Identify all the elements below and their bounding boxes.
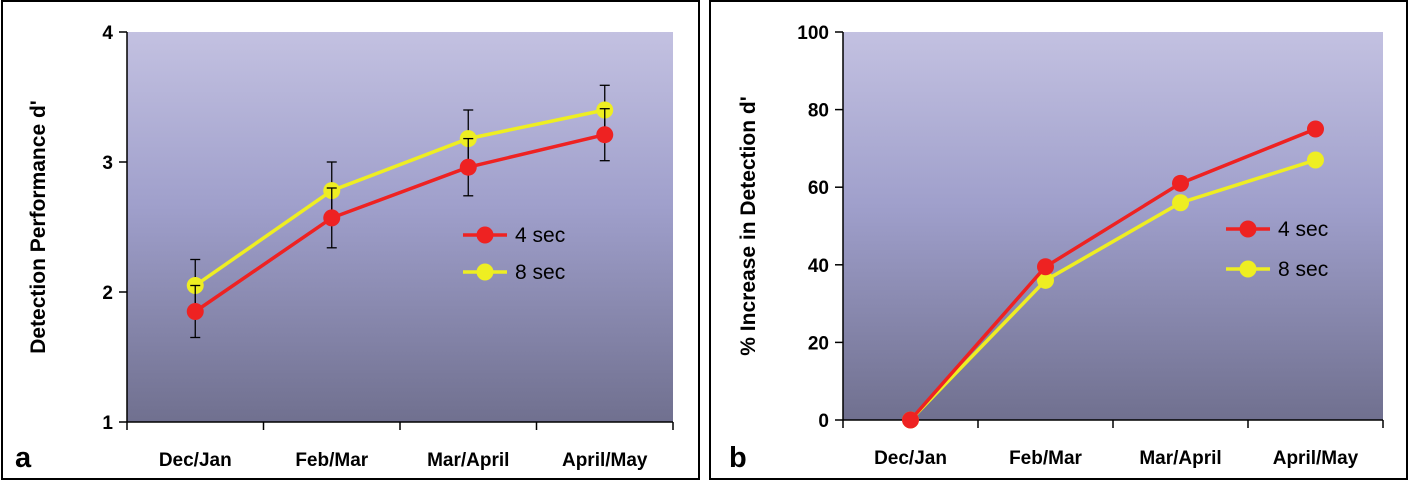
data-point [323,209,341,227]
data-point [1307,151,1324,169]
y-axis-label: Detection Performance d' [27,100,50,354]
x-tick-label: Feb/Mar [295,450,368,471]
y-tick-label: 60 [808,178,829,199]
legend-marker [476,226,494,244]
data-point [1037,258,1054,276]
legend-item: 8 sec [463,261,565,284]
y-tick-label: 4 [102,23,113,44]
x-tick-label: Dec/Jan [874,448,947,469]
data-point [459,158,477,176]
y-tick-label: 20 [808,333,829,354]
data-point [1307,120,1324,138]
data-point [902,411,919,429]
x-tick-label: Mar/April [1139,448,1221,469]
y-axis-label: % Increase in Detection d' [737,96,760,355]
series-line [194,108,606,287]
legend-label: 8 sec [515,261,565,284]
legend-marker [1239,260,1257,278]
x-tick-label: Mar/April [427,450,509,471]
legend-item: 4 sec [1226,218,1328,241]
legend-item: 8 sec [1226,258,1328,281]
y-tick-label: 3 [102,153,113,174]
y-tick-label: 1 [102,413,113,434]
y-tick-label: 0 [818,411,829,432]
x-tick-label: Feb/Mar [1009,448,1082,469]
legend-marker [1239,220,1257,238]
x-tick-label: April/May [1273,448,1359,469]
data-point [596,126,614,144]
series-line [194,132,606,313]
chart-b-svg: 0 20 40 60 80 100 Dec/Jan Feb/Mar Mar/April April… [729,23,1384,474]
y-tick-label: 100 [797,23,829,44]
legend-label: 4 sec [515,224,565,247]
y-tick-label: 2 [102,283,113,304]
panel-label: a [15,442,32,474]
plot-area [127,32,673,422]
legend-marker [476,263,494,281]
legend-label: 8 sec [1278,258,1328,281]
panel-label: b [729,442,747,474]
x-tick-label: Dec/Jan [159,450,232,471]
data-point [186,303,204,320]
chart-panel-b: 0 20 40 60 80 100 Dec/Jan Feb/Mar Mar/April April… [709,0,1408,480]
series-line [909,158,1317,422]
data-point [1037,271,1054,289]
chart-a-svg: 1 2 3 4 Dec/Jan Feb/Mar Mar/April April/May Dete… [15,23,674,474]
legend-label: 4 sec [1278,218,1328,241]
chart-panel-a: 1 2 3 4 Dec/Jan Feb/Mar Mar/April April/May Dete… [1,0,700,480]
y-tick-label: 40 [808,256,829,277]
x-tick-label: April/May [562,450,648,471]
series-line [909,127,1317,422]
data-point [1172,194,1189,212]
legend-item: 4 sec [463,224,565,247]
y-tick-label: 80 [808,101,829,122]
data-point [1172,174,1189,192]
